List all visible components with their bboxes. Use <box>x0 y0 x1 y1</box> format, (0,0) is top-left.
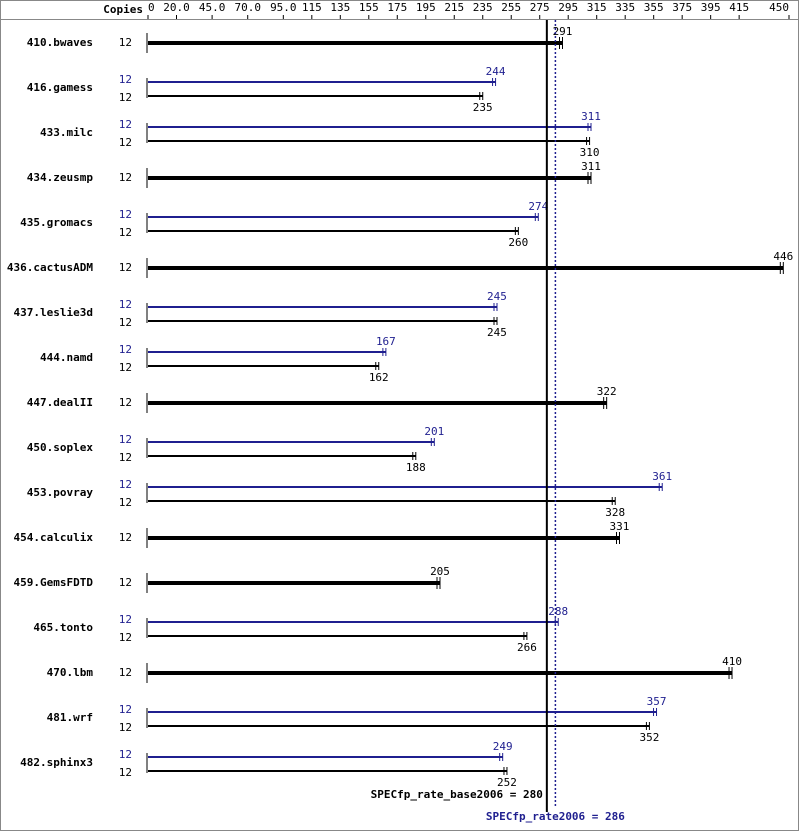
copies: 12 <box>119 171 132 184</box>
copies: 12 <box>119 478 132 491</box>
value-label: 352 <box>639 731 659 744</box>
copies: 12 <box>119 721 132 734</box>
value-label: 162 <box>369 371 389 384</box>
peak-ref-label: SPECfp_rate2006 = 286 <box>486 810 625 823</box>
x-tick-label: 295 <box>558 1 578 14</box>
benchmark-name: 410.bwaves <box>27 36 93 49</box>
copies: 12 <box>119 118 132 131</box>
copies: 12 <box>119 73 132 86</box>
x-tick-label: 70.0 <box>234 1 261 14</box>
copies: 12 <box>119 91 132 104</box>
value-label: 310 <box>580 146 600 159</box>
benchmark-name: 435.gromacs <box>20 216 93 229</box>
x-tick-label: 415 <box>729 1 749 14</box>
x-tick-label: 115 <box>302 1 322 14</box>
value-label: 322 <box>597 385 617 398</box>
value-label: 188 <box>406 461 426 474</box>
benchmark-name: 444.namd <box>40 351 93 364</box>
value-label: 245 <box>487 290 507 303</box>
benchmark-name: 481.wrf <box>47 711 93 724</box>
copies: 12 <box>119 748 132 761</box>
benchmark-name: 454.calculix <box>14 531 94 544</box>
copies: 12 <box>119 703 132 716</box>
value-label: 328 <box>605 506 625 519</box>
x-tick-label: 135 <box>330 1 350 14</box>
copies: 12 <box>119 36 132 49</box>
value-label: 252 <box>497 776 517 789</box>
benchmark-name: 465.tonto <box>33 621 93 634</box>
value-label: 291 <box>553 25 573 38</box>
value-label: 311 <box>581 160 601 173</box>
copies: 12 <box>119 666 132 679</box>
copies: 12 <box>119 361 132 374</box>
benchmark-name: 470.lbm <box>47 666 94 679</box>
copies: 12 <box>119 613 132 626</box>
value-label: 361 <box>652 470 672 483</box>
x-tick-label: 355 <box>644 1 664 14</box>
x-tick-label: 275 <box>530 1 550 14</box>
copies: 12 <box>119 396 132 409</box>
copies: 12 <box>119 496 132 509</box>
value-label: 266 <box>517 641 537 654</box>
x-tick-label: 175 <box>387 1 407 14</box>
value-label: 410 <box>722 655 742 668</box>
copies: 12 <box>119 433 132 446</box>
copies: 12 <box>119 531 132 544</box>
copies-header: Copies <box>103 3 143 16</box>
copies: 12 <box>119 631 132 644</box>
x-tick-label: 20.0 <box>163 1 190 14</box>
copies: 12 <box>119 316 132 329</box>
benchmark-name: 434.zeusmp <box>27 171 94 184</box>
value-label: 274 <box>528 200 548 213</box>
value-label: 311 <box>581 110 601 123</box>
value-label: 201 <box>424 425 444 438</box>
copies: 12 <box>119 226 132 239</box>
x-tick-label: 375 <box>672 1 692 14</box>
copies: 12 <box>119 208 132 221</box>
value-label: 235 <box>473 101 493 114</box>
value-label: 167 <box>376 335 396 348</box>
copies: 12 <box>119 298 132 311</box>
base-ref-label: SPECfp_rate_base2006 = 280 <box>371 788 543 801</box>
x-tick-label: 450 <box>769 1 789 14</box>
x-tick-label: 315 <box>587 1 607 14</box>
copies: 12 <box>119 451 132 464</box>
x-tick-label: 95.0 <box>270 1 297 14</box>
value-label: 245 <box>487 326 507 339</box>
value-label: 244 <box>486 65 506 78</box>
x-tick-label: 0 <box>148 1 155 14</box>
x-tick-label: 215 <box>444 1 464 14</box>
benchmark-name: 447.dealII <box>27 396 93 409</box>
x-tick-label: 45.0 <box>199 1 226 14</box>
x-tick-label: 155 <box>359 1 379 14</box>
x-tick-label: 255 <box>501 1 521 14</box>
copies: 12 <box>119 576 132 589</box>
copies: 12 <box>119 136 132 149</box>
value-label: 260 <box>508 236 528 249</box>
x-tick-label: 335 <box>615 1 635 14</box>
copies: 12 <box>119 261 132 274</box>
copies: 12 <box>119 766 132 779</box>
value-label: 288 <box>548 605 568 618</box>
x-tick-label: 195 <box>416 1 436 14</box>
x-tick-label: 395 <box>701 1 721 14</box>
benchmark-name: 436.cactusADM <box>7 261 93 274</box>
value-label: 205 <box>430 565 450 578</box>
benchmark-name: 453.povray <box>27 486 94 499</box>
value-label: 249 <box>493 740 513 753</box>
benchmark-name: 416.gamess <box>27 81 93 94</box>
benchmark-name: 482.sphinx3 <box>20 756 93 769</box>
benchmark-name: 450.soplex <box>27 441 94 454</box>
benchmark-name: 459.GemsFDTD <box>14 576 94 589</box>
value-label: 331 <box>610 520 630 533</box>
benchmark-name: 437.leslie3d <box>14 306 93 319</box>
value-label: 357 <box>647 695 667 708</box>
copies: 12 <box>119 343 132 356</box>
value-label: 446 <box>773 250 793 263</box>
x-tick-label: 235 <box>473 1 493 14</box>
benchmark-name: 433.milc <box>40 126 93 139</box>
